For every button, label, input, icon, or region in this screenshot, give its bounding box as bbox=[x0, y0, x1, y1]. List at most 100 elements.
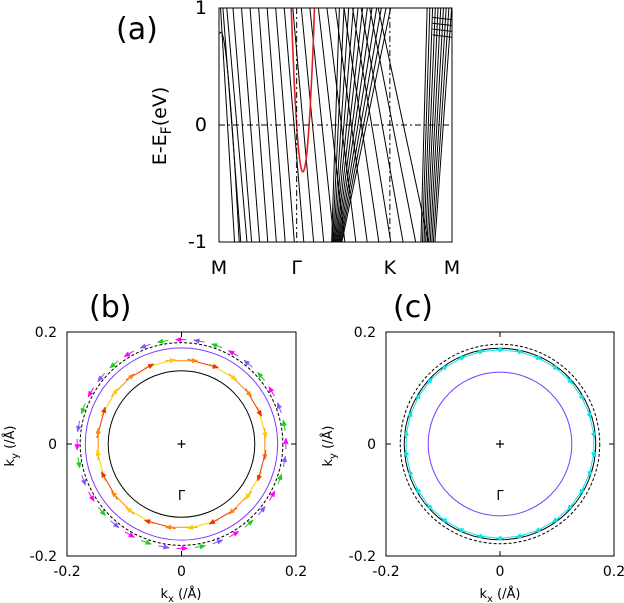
spin-arrowhead bbox=[517, 348, 525, 355]
spin-arrowhead bbox=[268, 386, 275, 393]
x-tick-label: 0 bbox=[177, 564, 186, 580]
spin-arrowhead bbox=[80, 407, 86, 415]
spin-arrowhead bbox=[551, 517, 559, 524]
spin-arrowhead bbox=[199, 544, 207, 550]
spin-arrowhead bbox=[458, 355, 466, 362]
y-axis-label-a: E-EF(eV) bbox=[149, 87, 175, 165]
spin-arrowhead bbox=[169, 358, 177, 364]
spin-arrowhead bbox=[259, 506, 266, 513]
spin-arrowhead bbox=[441, 364, 449, 371]
spin-arrowhead bbox=[127, 373, 135, 380]
tick-labels-c: -0.2 0 0.2 -0.2 0 0.2 bbox=[349, 325, 624, 580]
spin-arrowhead bbox=[256, 409, 262, 417]
spin-arrowhead bbox=[590, 431, 597, 439]
spin-arrowhead bbox=[403, 449, 410, 457]
spin-arrowhead bbox=[181, 545, 189, 552]
spin-arrowhead bbox=[426, 503, 433, 511]
spin-arrowhead bbox=[164, 524, 172, 531]
x-axis-label-c-unit: (/Å) bbox=[493, 586, 521, 602]
k-point-label: M bbox=[211, 257, 227, 279]
panel-b: (b) Γ -0.2 0 0.2-0.200.2 kx (/Å) ky (/Å) bbox=[2, 290, 307, 603]
spin-arrowhead bbox=[99, 509, 106, 517]
panel-c-label: (c) bbox=[393, 290, 433, 325]
spin-arrowhead bbox=[277, 473, 283, 481]
x-axis-label-b-unit: (/Å) bbox=[174, 586, 202, 602]
k-point-label: Γ bbox=[291, 257, 302, 279]
k-point-label: K bbox=[384, 257, 397, 279]
spin-arrowhead bbox=[281, 455, 287, 463]
x-tick-label: -0.2 bbox=[53, 564, 80, 580]
spin-arrowhead bbox=[74, 444, 80, 451]
spin-arrowhead bbox=[587, 470, 593, 478]
tick-labels-b: -0.2 0 0.2 -0.2 0 0.2 bbox=[30, 325, 307, 580]
y-axis-label-c-sub: y bbox=[328, 453, 339, 459]
spin-arrowhead bbox=[535, 354, 543, 360]
spin-arrowhead bbox=[440, 517, 448, 524]
spin-arrowhead bbox=[415, 392, 421, 400]
spin-arrowhead bbox=[245, 493, 251, 501]
y-axis-label-b-sub: y bbox=[10, 453, 21, 459]
spin-arrowhead bbox=[95, 449, 102, 457]
spin-arrowhead bbox=[76, 461, 82, 469]
spin-arrowhead bbox=[256, 474, 262, 482]
fermi-contour bbox=[107, 370, 256, 518]
spin-arrowhead bbox=[478, 349, 485, 355]
band-line bbox=[335, 7, 368, 243]
band-line bbox=[332, 7, 345, 243]
spin-arrowhead bbox=[495, 535, 502, 541]
band-line bbox=[432, 34, 453, 38]
spin-arrowhead bbox=[191, 357, 199, 364]
spin-arrowhead bbox=[186, 524, 194, 530]
spin-arrowhead bbox=[515, 533, 522, 539]
highlight-band-curve bbox=[290, 7, 316, 173]
band-line bbox=[423, 7, 434, 243]
highlight-band bbox=[290, 7, 316, 173]
x-tick-label: 0 bbox=[496, 564, 505, 580]
spin-arrowhead bbox=[145, 539, 153, 545]
y-axis-label-c: ky (/Å) bbox=[320, 425, 339, 466]
band-line bbox=[341, 7, 392, 243]
spin-arrowhead bbox=[261, 431, 268, 439]
k-point-label: M bbox=[444, 257, 460, 279]
spin-arrowhead bbox=[143, 519, 151, 525]
spin-arrowhead bbox=[139, 343, 147, 349]
spin-arrowhead bbox=[567, 377, 574, 385]
y-tick-label: 0 bbox=[48, 437, 57, 453]
plot-frame-c bbox=[385, 331, 615, 557]
spin-arrowhead bbox=[227, 350, 235, 356]
y-tick-label: 0.2 bbox=[35, 325, 57, 341]
spin-arrowhead bbox=[269, 490, 276, 498]
spin-arrowhead bbox=[210, 343, 218, 349]
spin-arrowhead bbox=[97, 375, 104, 382]
spin-arrowhead bbox=[216, 539, 224, 545]
y-axis-label-c-base: k bbox=[321, 459, 336, 467]
fermi-contour bbox=[79, 342, 284, 546]
x-tick-label: -0.2 bbox=[372, 564, 399, 580]
spin-arrowhead bbox=[408, 468, 414, 476]
y-tick-label-a: 1 bbox=[195, 0, 207, 19]
spin-arrowhead bbox=[457, 528, 465, 534]
spin-arrowhead bbox=[552, 364, 560, 371]
spin-arrowhead bbox=[112, 522, 120, 529]
spin-arrowhead bbox=[80, 478, 87, 486]
y-axis-label-b-unit: (/Å) bbox=[2, 425, 18, 453]
band-line bbox=[432, 7, 450, 243]
spin-arrowhead bbox=[586, 412, 592, 420]
spin-arrowhead bbox=[101, 406, 107, 414]
y-axis-label-a-base: E-E bbox=[149, 134, 171, 165]
x-axis-label-c: kx (/Å) bbox=[479, 586, 520, 603]
spin-arrowhead bbox=[232, 531, 240, 537]
spin-arrowhead bbox=[426, 377, 433, 384]
band-line bbox=[258, 7, 277, 243]
spin-arrowhead bbox=[230, 374, 238, 381]
spin-arrowhead bbox=[276, 402, 283, 410]
y-tick-labels-a: -1 0 1 bbox=[188, 0, 207, 253]
spin-arrowhead bbox=[403, 429, 409, 436]
y-tick-label: 0 bbox=[367, 437, 376, 453]
y-tick-label-a: 0 bbox=[195, 114, 207, 136]
spin-arrowhead bbox=[193, 338, 200, 344]
spin-arrowhead bbox=[498, 347, 505, 353]
y-tick-label: -0.2 bbox=[349, 549, 376, 565]
plot-frame-a bbox=[218, 7, 453, 243]
